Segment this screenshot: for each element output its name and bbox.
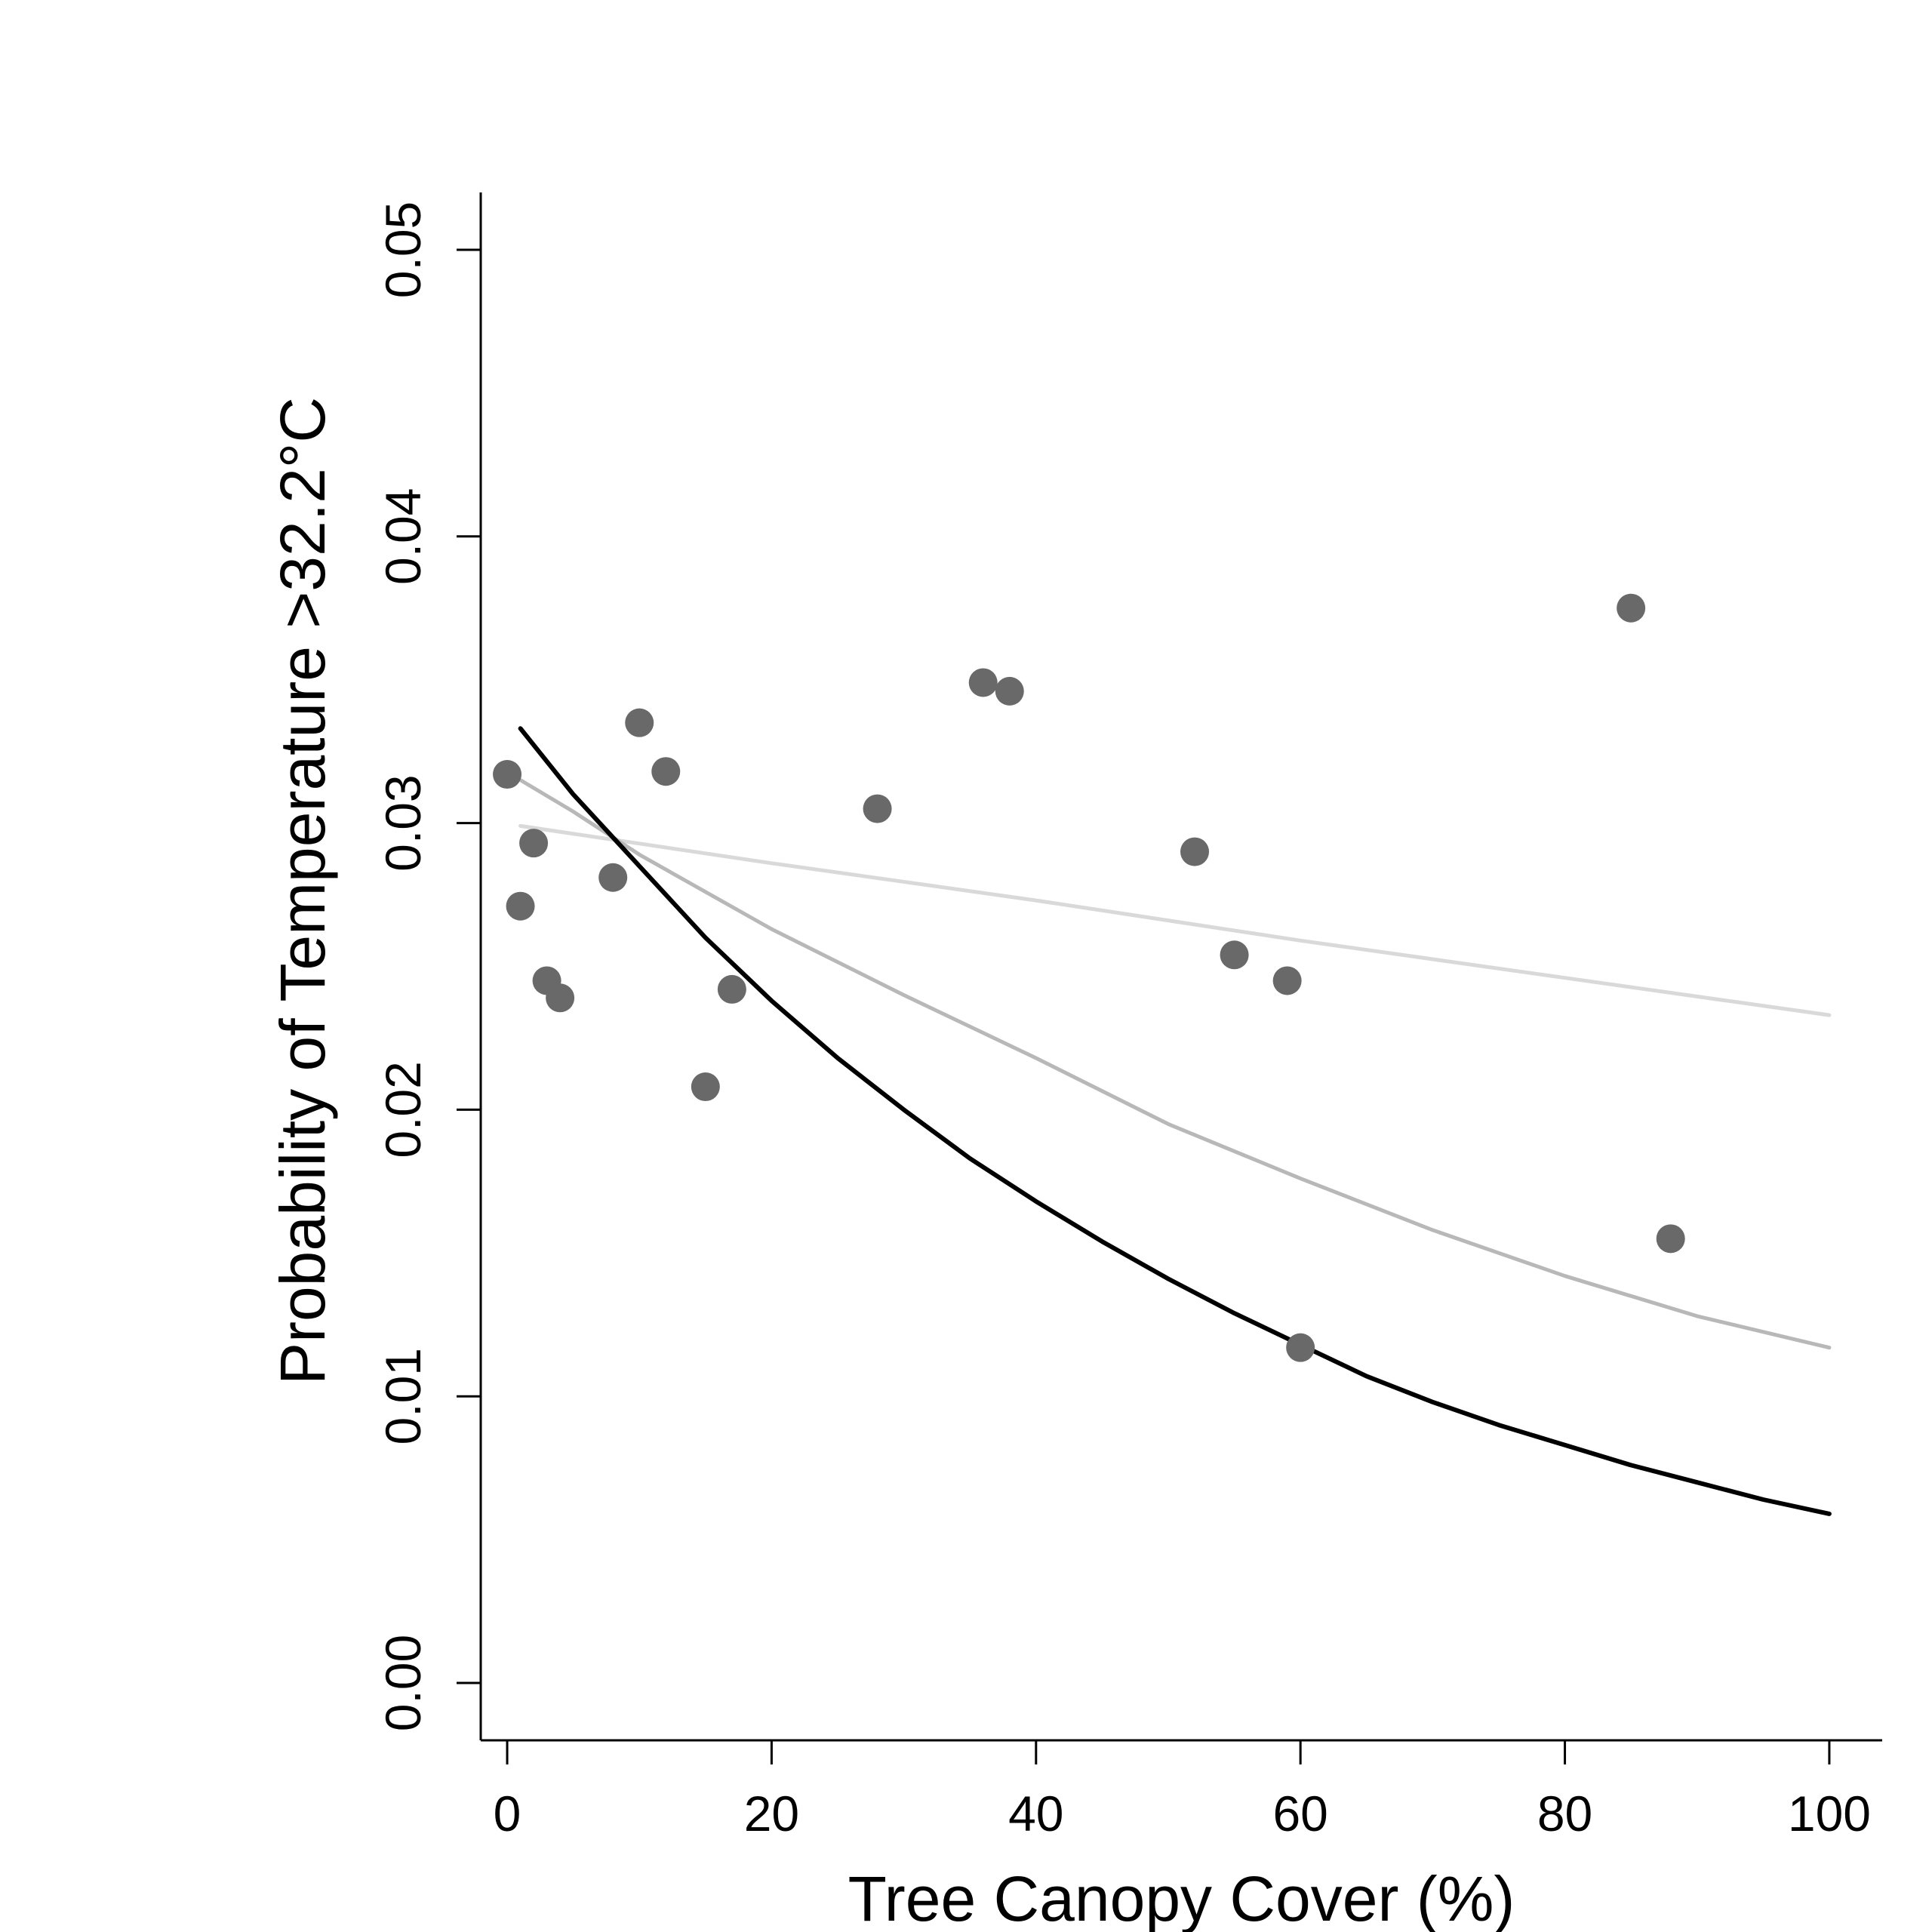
- x-tick-label: 60: [1272, 1786, 1327, 1841]
- y-tick-label: 0.05: [375, 202, 431, 298]
- fitted-curve-1: [518, 726, 1832, 1516]
- data-point: [493, 760, 522, 789]
- data-point: [546, 983, 575, 1013]
- x-ticks: 0 20 40 60 80 100: [494, 1740, 1871, 1841]
- data-point: [1286, 1333, 1315, 1362]
- data-point: [598, 863, 628, 892]
- y-axis-title: Probability of Temperature >32.2°C: [267, 397, 338, 1385]
- y-tick-label: 0.00: [375, 1635, 431, 1731]
- data-point: [995, 676, 1024, 706]
- y-tick-label: 0.01: [375, 1348, 431, 1444]
- data-point: [1617, 593, 1646, 623]
- y-tick-label: 0.03: [375, 774, 431, 871]
- fitted-curve-3: [518, 823, 1832, 1017]
- data-point: [968, 668, 998, 697]
- axes: [479, 192, 1882, 1742]
- x-tick-label: 100: [1788, 1786, 1871, 1841]
- data-point: [625, 708, 654, 737]
- y-tick-label: 0.04: [375, 488, 431, 585]
- x-tick-label: 80: [1537, 1786, 1592, 1841]
- x-tick-label: 20: [744, 1786, 799, 1841]
- data-point: [1220, 940, 1249, 970]
- fitted-curve-2: [518, 778, 1832, 1350]
- fitted-curves: [518, 726, 1832, 1516]
- data-point: [691, 1072, 720, 1102]
- data-point: [651, 757, 681, 786]
- data-point: [519, 829, 549, 858]
- x-tick-label: 40: [1008, 1786, 1063, 1841]
- data-point: [717, 974, 746, 1004]
- data-point: [863, 794, 892, 823]
- data-points: [493, 593, 1685, 1362]
- data-point: [1272, 966, 1302, 995]
- x-tick-label: 0: [494, 1786, 521, 1841]
- y-tick-label: 0.02: [375, 1061, 431, 1158]
- y-ticks: 0.00 0.01 0.02 0.03 0.04 0.05: [375, 202, 481, 1731]
- x-axis-title: Tree Canopy Cover (%): [848, 1863, 1515, 1932]
- data-point: [1180, 837, 1210, 866]
- data-point: [1656, 1224, 1685, 1254]
- data-point: [506, 891, 535, 921]
